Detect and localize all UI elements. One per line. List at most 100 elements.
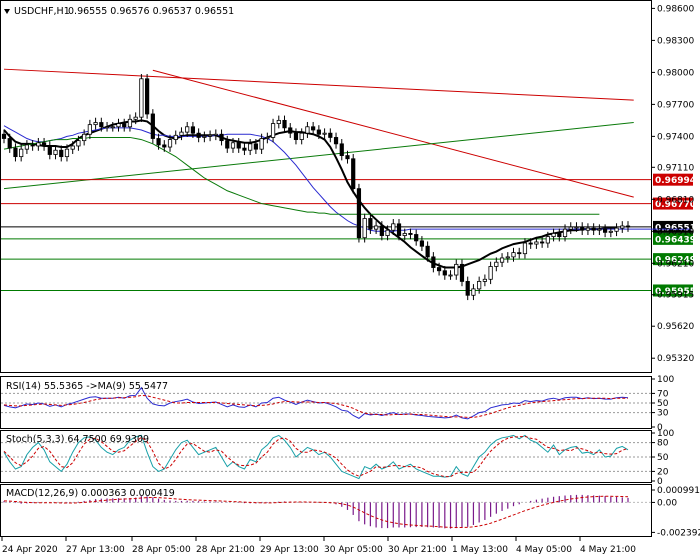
price-level-label: 0.96249: [655, 256, 696, 266]
candle-body: [448, 274, 453, 277]
candle-body: [127, 118, 133, 128]
price-axis-label: 0.98000: [657, 68, 694, 78]
osc-axis-label: 80: [657, 439, 669, 449]
osc-axis-label: 30: [657, 409, 669, 419]
time-axis-label: 24 Apr 2020: [2, 545, 58, 555]
price-axis-label: 0.96210: [657, 259, 694, 269]
candle-body: [419, 240, 425, 247]
candle-body: [162, 144, 167, 148]
osc-axis-label: 50: [657, 453, 669, 463]
candle-body: [179, 131, 184, 136]
oscillator-line: [3, 435, 629, 478]
time-axis-label: 28 Apr 05:00: [132, 545, 191, 555]
candle-body: [482, 278, 487, 282]
candle-body: [19, 148, 24, 158]
osc-axis-label: 100: [657, 375, 674, 385]
price-pane[interactable]: [0, 0, 652, 373]
candle-body: [540, 241, 545, 244]
candle-body: [133, 116, 138, 120]
candle-body: [259, 138, 264, 150]
price-level-label: 0.96439: [655, 235, 696, 245]
candle-body: [385, 229, 390, 236]
osc-axis-label: 50: [657, 399, 669, 409]
candle-body: [236, 142, 241, 149]
candle-body: [328, 132, 333, 138]
ohlc-label: 0.96555 0.96576 0.96537 0.96551: [68, 6, 234, 17]
candle-body: [173, 134, 178, 140]
price-axis-label: 0.97400: [657, 132, 694, 142]
price-axis-label: 0.97110: [657, 163, 694, 173]
candle-body: [562, 228, 568, 238]
candle-body: [185, 126, 190, 133]
candle-body: [534, 241, 539, 245]
candle-body: [459, 263, 465, 282]
candle-body: [322, 132, 327, 135]
price-axis-label: 0.96510: [657, 227, 694, 237]
candle-body: [139, 78, 144, 118]
candle-body: [362, 218, 367, 239]
osc-axis-label: 100: [657, 429, 674, 439]
osc-axis-label: 0: [657, 477, 663, 487]
time-axis-label: 4 May 05:00: [516, 545, 572, 555]
candle-body: [356, 188, 362, 239]
candle-body: [557, 233, 562, 238]
candle-body: [391, 223, 396, 231]
candle-body: [436, 267, 442, 272]
macd-axis-label: -0.002392: [657, 528, 700, 538]
price-axis-label: 0.96810: [657, 195, 694, 205]
candle-body: [230, 142, 236, 149]
time-axis-label: 27 Apr 13:00: [66, 545, 125, 555]
price-level-box: [653, 253, 693, 266]
candle-body: [93, 122, 98, 126]
candle-body: [345, 155, 350, 160]
collapse-arrow-icon[interactable]: [4, 9, 10, 14]
candle-body: [316, 129, 321, 135]
candle-body: [41, 142, 47, 147]
candle-body: [270, 123, 276, 138]
candle-body: [293, 132, 299, 140]
candle-body: [104, 126, 110, 129]
candle-body: [305, 126, 310, 134]
macd-pane[interactable]: [0, 484, 652, 537]
candle-body: [517, 252, 522, 255]
price-level-box: [653, 284, 693, 297]
macd-signal-line: [3, 495, 629, 528]
candle-body: [7, 138, 12, 149]
stoch-header: Stoch(5,3,3) 64.7500 69.9309: [6, 434, 149, 445]
candle-body: [602, 228, 608, 233]
candle-body: [339, 143, 344, 156]
candle-body: [156, 138, 161, 146]
time-axis-label: 30 Apr 21:00: [388, 545, 447, 555]
rsi-header: RSI(14) 55.5365 ->MA(9) 55.5477: [6, 381, 168, 392]
symbol-label: USDCHF,H1: [14, 6, 70, 17]
time-axis-label: 4 May 21:00: [580, 545, 636, 555]
candle-body: [225, 140, 230, 149]
candle-body: [574, 226, 579, 229]
candle-body: [522, 242, 528, 255]
candle-body: [36, 142, 41, 147]
candle-body: [1, 133, 7, 139]
candle-body: [167, 139, 173, 148]
candle-body: [499, 257, 505, 263]
time-axis-label: 1 May 13:00: [452, 545, 508, 555]
candle-body: [202, 135, 207, 138]
price-level-label: 0.96551: [655, 223, 696, 233]
candle-body: [53, 149, 58, 155]
candle-body: [282, 119, 287, 129]
price-level-label: 0.95955: [655, 287, 696, 297]
candle-body: [477, 281, 482, 290]
time-axis-label: 29 Apr 13:00: [260, 545, 319, 555]
price-level-box: [653, 173, 693, 186]
price-axis-label: 0.98600: [657, 4, 694, 14]
oscillator-line: [3, 386, 629, 420]
candle-body: [568, 226, 573, 230]
candle-body: [196, 132, 201, 138]
price-level-box: [653, 232, 693, 245]
candle-body: [82, 133, 87, 142]
candle-body: [351, 158, 356, 190]
candle-body: [408, 233, 413, 235]
candle-body: [311, 126, 316, 131]
price-level-label: 0.96994: [655, 176, 696, 186]
candle-body: [265, 137, 270, 139]
